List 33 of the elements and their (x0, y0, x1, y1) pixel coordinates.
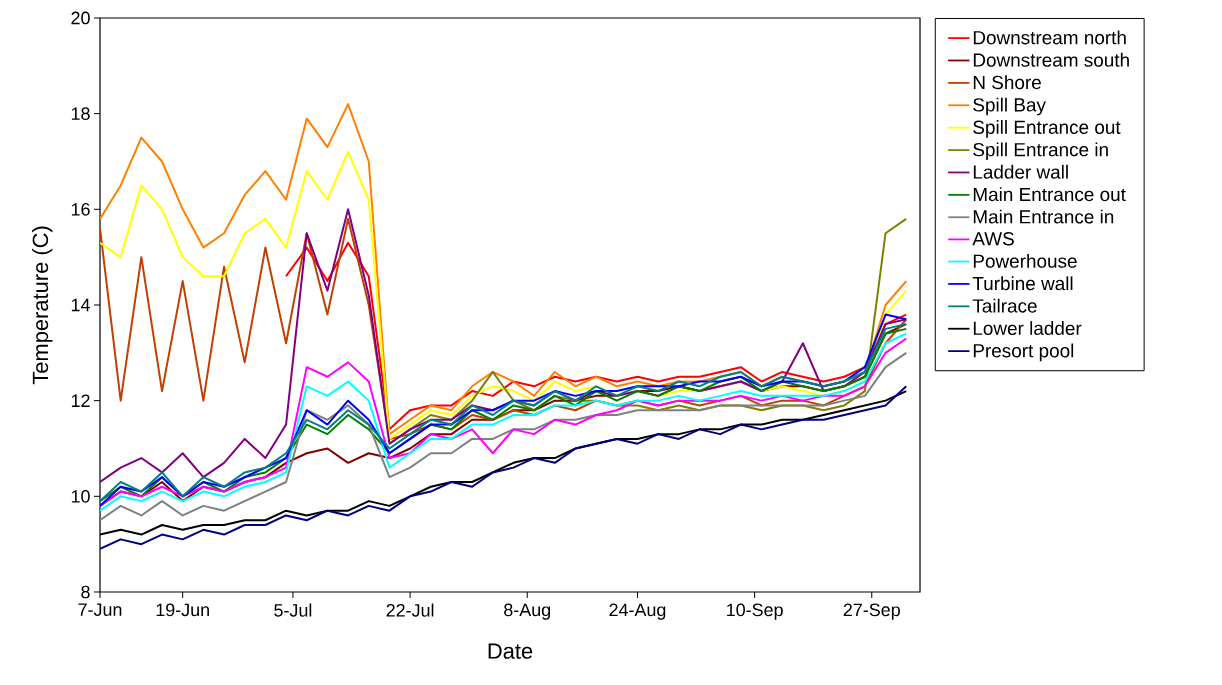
legend-label: Presort pool (973, 343, 1074, 362)
x-axis-title: Date (488, 643, 533, 659)
legend-label: Main Entrance out (973, 187, 1126, 202)
y-tick-label: 8 (81, 585, 90, 599)
legend-label: AWS (972, 232, 1014, 246)
y-tick-label: 20 (71, 11, 90, 25)
legend-label: Powerhouse (973, 253, 1077, 268)
legend-label: Downstream north (973, 30, 1126, 45)
y-tick-label: 14 (71, 298, 90, 312)
legend-label: Downstream south (973, 52, 1129, 67)
legend-label: Lower ladder (973, 321, 1082, 336)
legend-label: Main Entrance in (973, 209, 1114, 224)
x-tick-label: 22-Jul (386, 603, 434, 617)
x-tick-label: 5-Jul (274, 603, 312, 617)
x-tick-label: 7-Jun (78, 603, 122, 617)
x-tick-label: 19-Jun (156, 603, 209, 617)
y-axis-title: Temperature (C) (32, 226, 53, 385)
legend-label: N Shore (973, 75, 1041, 90)
legend-label: Tailrace (972, 298, 1037, 313)
legend-label: Spill Bay (973, 97, 1046, 116)
y-tick-label: 10 (71, 489, 90, 503)
x-tick-label: 8-Aug (504, 603, 550, 620)
x-tick-label: 24-Aug (609, 603, 666, 620)
legend-label: Turbine wall (972, 276, 1073, 291)
y-tick-label: 18 (71, 107, 90, 120)
x-tick-label: 27-Sep (843, 603, 900, 620)
y-tick-label: 12 (71, 394, 90, 407)
legend-label: Spill Entrance out (973, 120, 1121, 138)
y-tick-label: 16 (71, 202, 90, 216)
legend-label: Ladder wall (973, 164, 1068, 179)
x-tick-label: 10-Sep (727, 603, 783, 620)
line-series (285, 241, 908, 431)
legend-label: Spill Entrance in (973, 142, 1108, 161)
